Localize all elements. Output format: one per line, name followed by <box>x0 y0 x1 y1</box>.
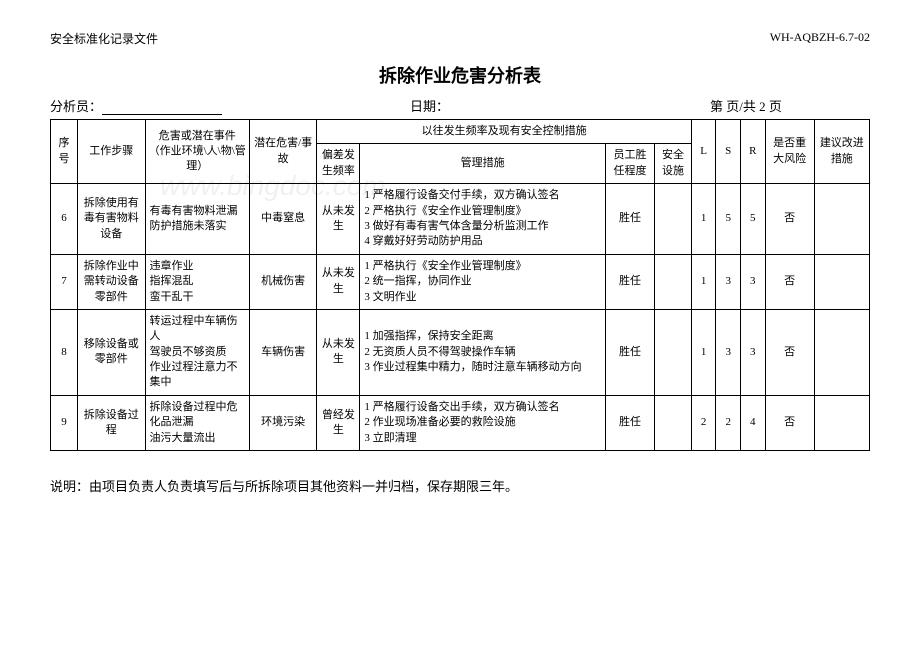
th-danger: 潜在危害/事故 <box>249 120 317 184</box>
cell-danger: 车辆伤害 <box>249 309 317 395</box>
header-left: 安全标准化记录文件 <box>50 30 158 47</box>
th-dev-freq: 偏差发生频率 <box>317 144 360 184</box>
th-hazard: 危害或潜在事件（作业环境\人\物\管理） <box>145 120 249 184</box>
footer-note: 说明：由项目负责人负责填写后与所拆除项目其他资料一并归档，保存期限三年。 <box>50 476 870 495</box>
page-label: 第 页/共 2 页 <box>710 99 782 114</box>
cell-major: 否 <box>765 184 814 255</box>
cell-seq: 7 <box>51 254 78 309</box>
doc-header: 安全标准化记录文件 WH-AQBZH-6.7-02 <box>50 30 870 47</box>
cell-danger: 环境污染 <box>249 395 317 450</box>
date-label: 日期： <box>410 99 449 114</box>
cell-hazard: 有毒有害物料泄漏 防护措施未落实 <box>145 184 249 255</box>
cell-reco <box>814 395 869 450</box>
table-row: 9拆除设备过程拆除设备过程中危化品泄漏 油污大量流出环境污染曾经发生1 严格履行… <box>51 395 870 450</box>
cell-hazard: 转运过程中车辆伤人 驾驶员不够资质 作业过程注意力不集中 <box>145 309 249 395</box>
cell-R: 3 <box>740 254 765 309</box>
hazard-table: 序号 工作步骤 危害或潜在事件（作业环境\人\物\管理） 潜在危害/事故 以往发… <box>50 119 870 451</box>
table-row: 7拆除作业中需转动设备零部件违章作业 指挥混乱 蛮干乱干机械伤害从未发生1 严格… <box>51 254 870 309</box>
cell-competence: 胜任 <box>605 309 654 395</box>
cell-step: 移除设备或零部件 <box>78 309 146 395</box>
th-S: S <box>716 120 741 184</box>
th-measures-group: 以往发生频率及现有安全控制措施 <box>317 120 691 144</box>
th-L: L <box>691 120 716 184</box>
table-row: 6拆除使用有毒有害物料设备有毒有害物料泄漏 防护措施未落实中毒窒息从未发生1 严… <box>51 184 870 255</box>
cell-mgmt: 1 加强指挥，保持安全距离 2 无资质人员不得驾驶操作车辆 3 作业过程集中精力… <box>360 309 606 395</box>
cell-S: 3 <box>716 254 741 309</box>
cell-facility <box>655 184 692 255</box>
cell-S: 3 <box>716 309 741 395</box>
cell-mgmt: 1 严格执行《安全作业管理制度》 2 统一指挥，协同作业 3 文明作业 <box>360 254 606 309</box>
th-competence: 员工胜任程度 <box>605 144 654 184</box>
analyst-label: 分析员： <box>50 99 102 114</box>
th-seq: 序号 <box>51 120 78 184</box>
header-right: WH-AQBZH-6.7-02 <box>770 30 870 47</box>
cell-facility <box>655 395 692 450</box>
cell-step: 拆除设备过程 <box>78 395 146 450</box>
cell-step: 拆除作业中需转动设备零部件 <box>78 254 146 309</box>
th-reco: 建议改进措施 <box>814 120 869 184</box>
cell-dev_freq: 曾经发生 <box>317 395 360 450</box>
cell-dev_freq: 从未发生 <box>317 184 360 255</box>
cell-danger: 机械伤害 <box>249 254 317 309</box>
th-facility: 安全设施 <box>655 144 692 184</box>
cell-dev_freq: 从未发生 <box>317 309 360 395</box>
table-row: 8移除设备或零部件转运过程中车辆伤人 驾驶员不够资质 作业过程注意力不集中车辆伤… <box>51 309 870 395</box>
cell-major: 否 <box>765 309 814 395</box>
cell-R: 5 <box>740 184 765 255</box>
header-row-1: 序号 工作步骤 危害或潜在事件（作业环境\人\物\管理） 潜在危害/事故 以往发… <box>51 120 870 144</box>
analyst-underline <box>102 101 222 115</box>
cell-competence: 胜任 <box>605 184 654 255</box>
cell-dev_freq: 从未发生 <box>317 254 360 309</box>
th-major: 是否重大风险 <box>765 120 814 184</box>
cell-L: 2 <box>691 395 716 450</box>
cell-S: 5 <box>716 184 741 255</box>
cell-L: 1 <box>691 309 716 395</box>
cell-seq: 6 <box>51 184 78 255</box>
cell-step: 拆除使用有毒有害物料设备 <box>78 184 146 255</box>
cell-R: 3 <box>740 309 765 395</box>
cell-facility <box>655 254 692 309</box>
cell-danger: 中毒窒息 <box>249 184 317 255</box>
cell-facility <box>655 309 692 395</box>
th-R: R <box>740 120 765 184</box>
cell-reco <box>814 254 869 309</box>
cell-hazard: 违章作业 指挥混乱 蛮干乱干 <box>145 254 249 309</box>
cell-major: 否 <box>765 395 814 450</box>
cell-L: 1 <box>691 184 716 255</box>
cell-competence: 胜任 <box>605 254 654 309</box>
cell-R: 4 <box>740 395 765 450</box>
cell-reco <box>814 184 869 255</box>
cell-competence: 胜任 <box>605 395 654 450</box>
th-step: 工作步骤 <box>78 120 146 184</box>
cell-L: 1 <box>691 254 716 309</box>
cell-reco <box>814 309 869 395</box>
cell-hazard: 拆除设备过程中危化品泄漏 油污大量流出 <box>145 395 249 450</box>
meta-row: 分析员： 日期： 第 页/共 2 页 <box>50 96 870 115</box>
cell-seq: 9 <box>51 395 78 450</box>
cell-mgmt: 1 严格履行设备交出手续，双方确认签名 2 作业现场准备必要的救险设施 3 立即… <box>360 395 606 450</box>
page-title: 拆除作业危害分析表 <box>50 62 870 88</box>
cell-mgmt: 1 严格履行设备交付手续，双方确认签名 2 严格执行《安全作业管理制度》 3 做… <box>360 184 606 255</box>
cell-major: 否 <box>765 254 814 309</box>
cell-S: 2 <box>716 395 741 450</box>
th-mgmt: 管理措施 <box>360 144 606 184</box>
cell-seq: 8 <box>51 309 78 395</box>
